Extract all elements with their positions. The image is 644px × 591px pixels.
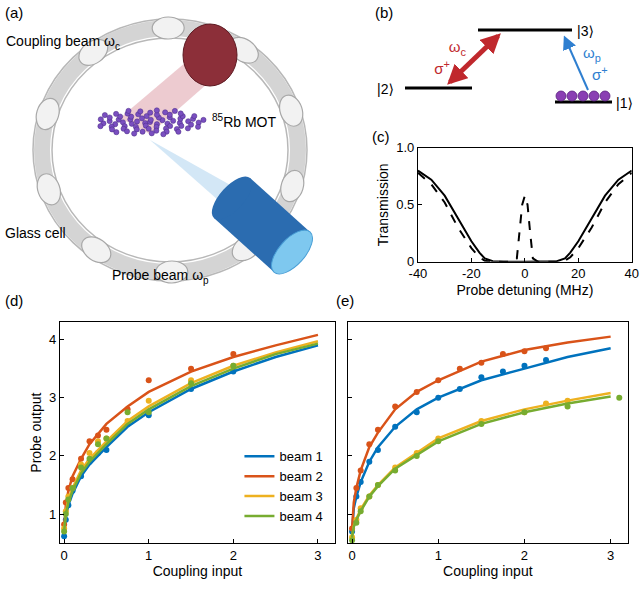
svg-text:3: 3 — [49, 390, 56, 405]
svg-text:Probe output: Probe output — [28, 392, 44, 472]
svg-text:-40: -40 — [409, 266, 428, 281]
svg-text:beam 1: beam 1 — [279, 449, 322, 464]
svg-text:40: 40 — [625, 266, 639, 281]
svg-text:20: 20 — [571, 266, 585, 281]
svg-text:Probe detuning (MHz): Probe detuning (MHz) — [456, 282, 593, 298]
svg-text:|1⟩: |1⟩ — [616, 95, 633, 111]
svg-text:(a): (a) — [5, 4, 23, 21]
svg-text:|3⟩: |3⟩ — [577, 23, 594, 39]
svg-text:beam 4: beam 4 — [279, 509, 322, 524]
svg-text:85Rb MOT: 85Rb MOT — [212, 112, 276, 130]
svg-text:0: 0 — [61, 548, 68, 563]
svg-text:Coupling input: Coupling input — [153, 563, 243, 579]
svg-text:(c): (c) — [372, 128, 390, 145]
svg-text:σ+: σ+ — [434, 58, 450, 77]
svg-text:4: 4 — [49, 332, 56, 347]
svg-text:1: 1 — [49, 507, 56, 522]
svg-text:Coupling input: Coupling input — [443, 563, 533, 579]
svg-text:beam 2: beam 2 — [279, 469, 322, 484]
svg-text:0: 0 — [521, 266, 528, 281]
svg-text:-20: -20 — [462, 266, 481, 281]
svg-text:3: 3 — [314, 548, 321, 563]
svg-text:σ+: σ+ — [592, 64, 608, 83]
svg-text:2: 2 — [521, 548, 528, 563]
svg-text:2: 2 — [49, 448, 56, 463]
svg-text:0.5: 0.5 — [396, 197, 414, 212]
svg-text:Coupling beam ωc: Coupling beam ωc — [6, 33, 120, 52]
svg-text:Transmission: Transmission — [375, 163, 391, 246]
svg-text:beam 3: beam 3 — [279, 489, 322, 504]
svg-text:3: 3 — [607, 548, 614, 563]
svg-text:Glass cell: Glass cell — [5, 225, 66, 241]
svg-text:ωp: ωp — [583, 44, 601, 64]
svg-text:|2⟩: |2⟩ — [377, 81, 394, 97]
svg-text:0: 0 — [407, 254, 414, 269]
svg-text:2: 2 — [230, 548, 237, 563]
svg-text:(b): (b) — [375, 4, 393, 21]
svg-text:Probe beam ωp: Probe beam ωp — [112, 267, 209, 286]
svg-text:1: 1 — [145, 548, 152, 563]
svg-text:(d): (d) — [5, 292, 23, 309]
svg-text:1: 1 — [435, 548, 442, 563]
svg-text:ωc: ωc — [449, 38, 467, 58]
svg-text:0: 0 — [348, 548, 355, 563]
svg-text:1.0: 1.0 — [396, 140, 414, 155]
svg-text:(e): (e) — [336, 292, 354, 309]
